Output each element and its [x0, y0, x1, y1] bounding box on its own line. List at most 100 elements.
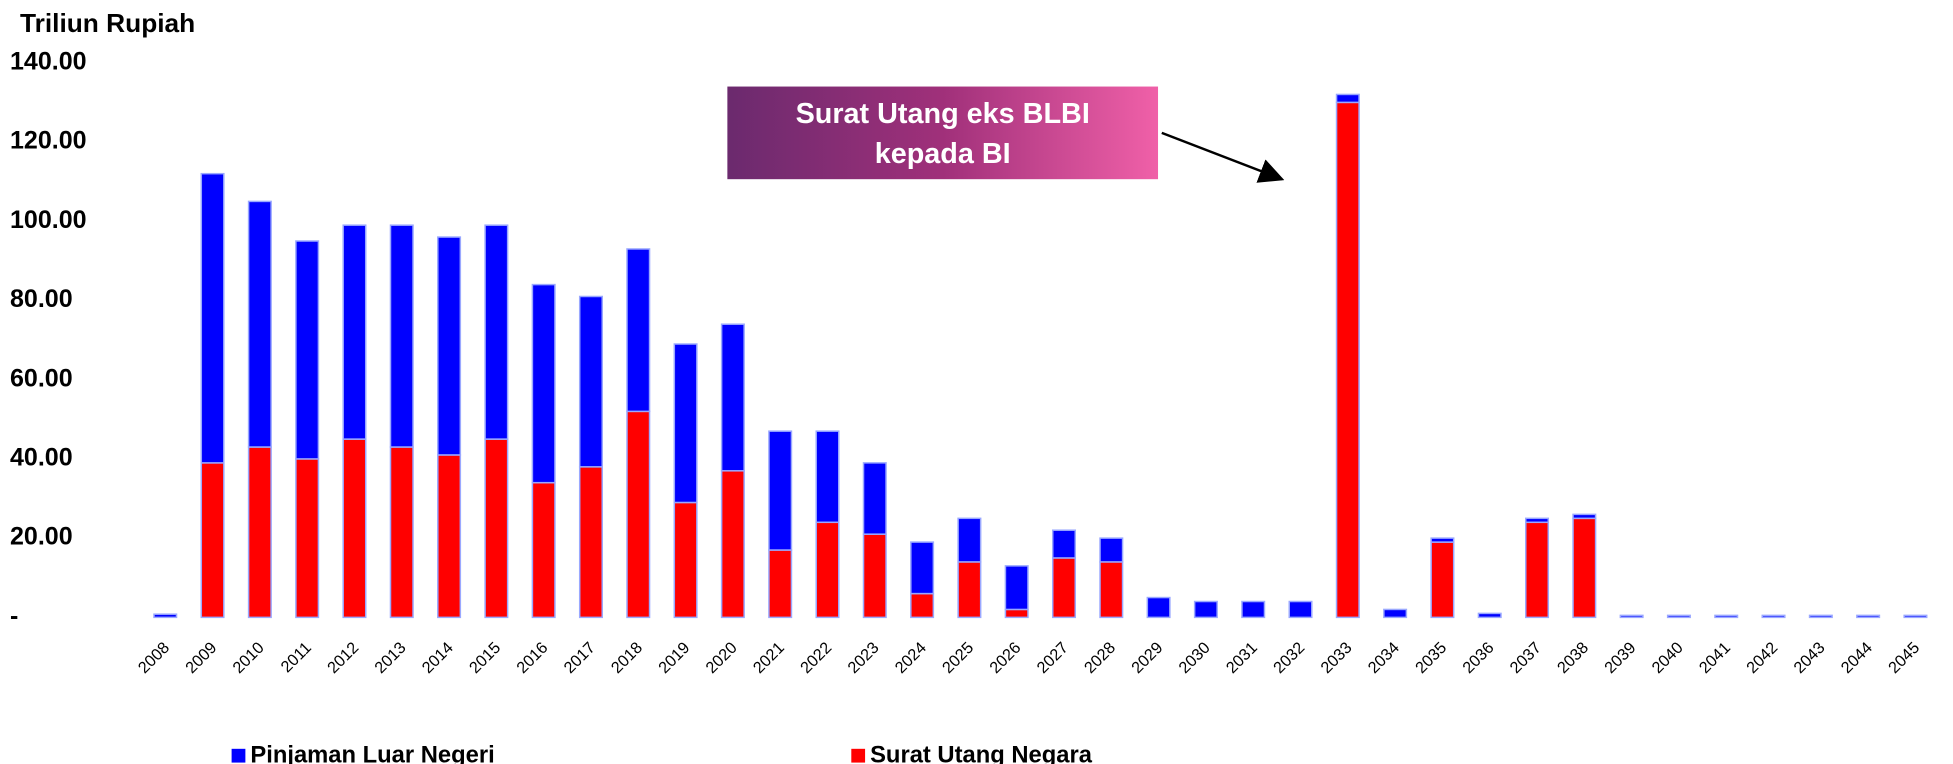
- bar-segment: [200, 462, 225, 619]
- y-tick-label: 140.00: [10, 47, 87, 75]
- x-tick-label: 2021: [750, 639, 788, 677]
- y-axis-label: Triliun Rupiah: [20, 8, 195, 38]
- bar-segment: [1335, 93, 1360, 104]
- bar-segment: [1572, 513, 1597, 520]
- bar-segment: [1146, 596, 1171, 619]
- x-tick-label: 2009: [182, 639, 220, 677]
- annotation-line: kepada BI: [875, 138, 1011, 170]
- bar-segment: [1808, 614, 1833, 619]
- x-tick-label: 2027: [1034, 639, 1072, 677]
- bar-segment: [720, 470, 745, 619]
- bar-segment: [626, 248, 651, 413]
- x-tick-label: 2013: [371, 639, 409, 677]
- bar-segment: [1099, 537, 1124, 563]
- bar-segment: [957, 517, 982, 563]
- bar-segment: [673, 343, 698, 504]
- x-tick-label: 2041: [1696, 639, 1734, 677]
- x-tick-label: 2031: [1223, 639, 1261, 677]
- bar-segment: [1525, 517, 1550, 524]
- bar-segment: [1288, 600, 1313, 619]
- bar-segment: [1666, 614, 1691, 619]
- bar-segment: [247, 200, 272, 448]
- bar-segment: [389, 446, 414, 619]
- bar-segment: [1430, 537, 1455, 543]
- x-tick-label: 2012: [324, 639, 362, 677]
- x-tick-label: 2044: [1838, 639, 1876, 677]
- x-tick-label: 2017: [560, 639, 598, 677]
- bar-segment: [1051, 529, 1077, 559]
- annotation-line: Surat Utang eks BLBI: [796, 98, 1090, 130]
- bar-segment: [1099, 561, 1124, 619]
- bar-segment: [1761, 614, 1786, 619]
- bar-segment: [1619, 614, 1644, 619]
- x-tick-label: 2016: [513, 639, 551, 677]
- bar-segment: [1335, 101, 1360, 619]
- bar-segment: [1477, 612, 1502, 619]
- bar-segment: [957, 561, 982, 619]
- bar-segment: [484, 224, 509, 440]
- x-tick-label: 2025: [939, 639, 977, 677]
- annotation-arrow: [1161, 131, 1285, 183]
- bar-segment: [1903, 614, 1928, 619]
- y-tick-label: 60.00: [10, 364, 73, 392]
- x-tick-label: 2022: [797, 639, 835, 677]
- bar-segment: [768, 549, 793, 619]
- x-tick-label: 2045: [1885, 639, 1923, 677]
- x-tick-label: 2023: [844, 639, 882, 677]
- legend-label: Pinjaman Luar Negeri: [250, 742, 494, 764]
- bar-segment: [1525, 521, 1550, 619]
- x-tick-label: 2034: [1365, 639, 1403, 677]
- bar-segment: [1383, 608, 1408, 619]
- x-tick-label: 2028: [1081, 639, 1119, 677]
- x-tick-label: 2036: [1459, 639, 1497, 677]
- y-tick-label: -: [10, 602, 18, 630]
- bar-segment: [910, 541, 935, 595]
- x-tick-label: 2026: [986, 639, 1024, 677]
- x-tick-label: 2029: [1128, 639, 1166, 677]
- x-tick-label: 2035: [1412, 639, 1450, 677]
- bar-segment: [578, 466, 603, 619]
- bar-segment: [1572, 517, 1597, 619]
- bar-segment: [153, 613, 178, 619]
- x-tick-label: 2040: [1648, 639, 1686, 677]
- y-tick-label: 100.00: [10, 206, 87, 234]
- annotation-box: [727, 86, 1159, 180]
- bar-segment: [1193, 600, 1218, 619]
- bar-segment: [295, 458, 320, 619]
- bar-segment: [1856, 614, 1881, 619]
- y-tick-label: 20.00: [10, 523, 73, 551]
- bar-segment: [626, 410, 651, 619]
- bar-segment: [910, 592, 935, 619]
- x-tick-label: 2020: [702, 639, 740, 677]
- x-tick-label: 2019: [655, 639, 693, 677]
- bar-segment: [342, 438, 367, 619]
- legend-label: Surat Utang Negara: [870, 742, 1093, 764]
- bar-segment: [862, 462, 887, 535]
- y-tick-label: 120.00: [10, 127, 87, 155]
- bar-segment: [815, 521, 840, 619]
- bar-segment: [484, 438, 509, 619]
- bar-segment: [342, 224, 367, 440]
- x-tick-label: 2018: [608, 639, 646, 677]
- bar-segment: [295, 240, 320, 460]
- bar-segment: [1051, 557, 1077, 619]
- x-tick-label: 2014: [419, 639, 457, 677]
- bar-segment: [531, 283, 556, 484]
- x-tick-label: 2010: [229, 639, 267, 677]
- x-tick-label: 2039: [1601, 639, 1639, 677]
- bar-segment: [200, 172, 225, 464]
- x-tick-label: 2038: [1554, 639, 1592, 677]
- legend-swatch: [851, 748, 866, 763]
- bar-segment: [1241, 600, 1266, 619]
- x-tick-label: 2008: [135, 639, 173, 677]
- bar-segment: [578, 295, 603, 468]
- bar-segment: [247, 446, 272, 619]
- x-tick-label: 2024: [892, 639, 930, 677]
- bar-segment: [815, 430, 840, 524]
- x-tick-label: 2037: [1507, 639, 1545, 677]
- bar-segment: [720, 323, 745, 472]
- legend-swatch: [231, 748, 246, 763]
- x-tick-label: 2015: [466, 639, 504, 677]
- x-tick-label: 2030: [1175, 639, 1213, 677]
